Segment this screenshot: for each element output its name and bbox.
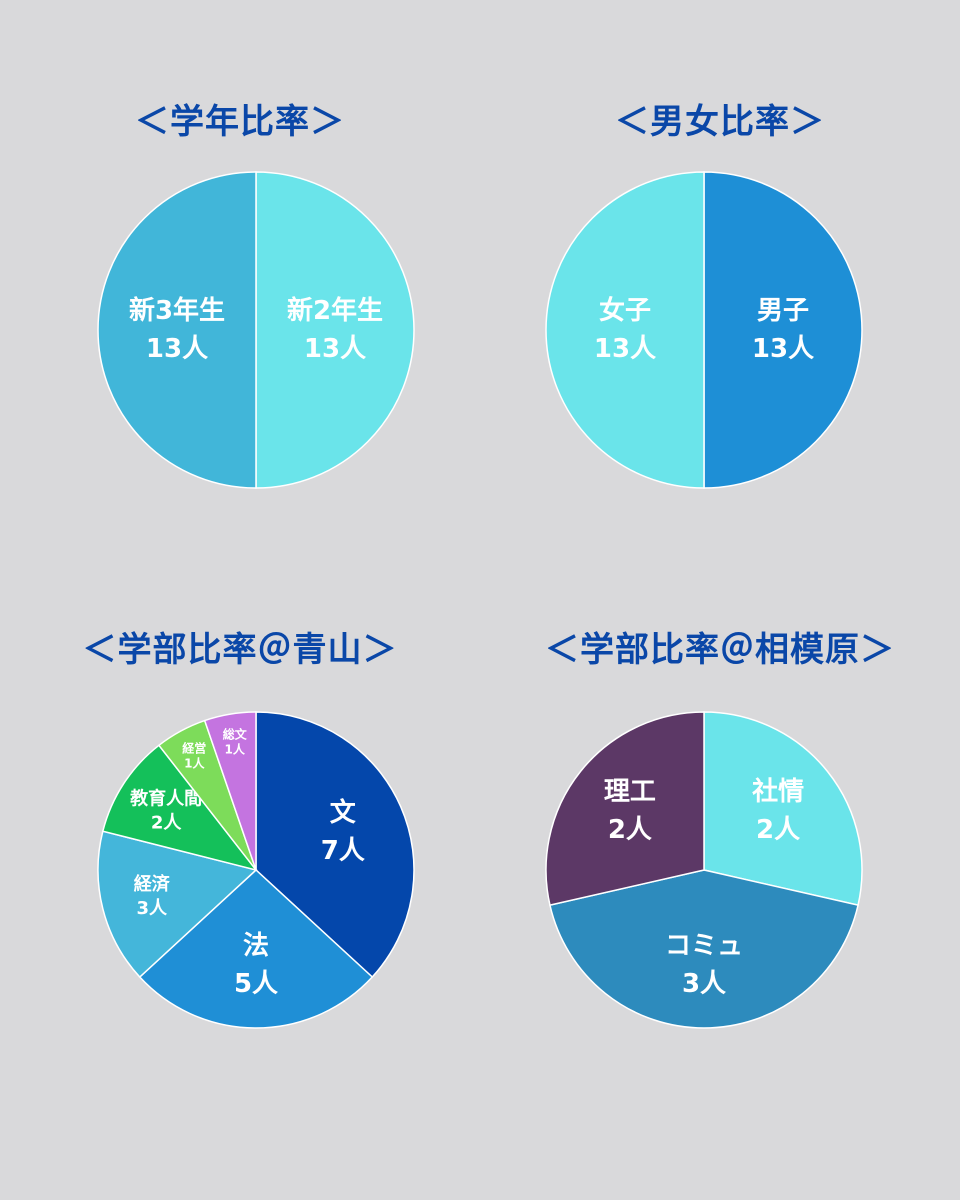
slice-count-label: 2人 bbox=[756, 815, 800, 845]
slice-count-label: 13人 bbox=[304, 334, 366, 364]
slice-name-label: 男子 bbox=[757, 296, 809, 326]
slice-count-label: 13人 bbox=[752, 334, 814, 364]
pie-slice-2-3 bbox=[101, 744, 258, 872]
slice-count-label: 7人 bbox=[321, 836, 365, 866]
slice-count-label: 1人 bbox=[225, 742, 246, 757]
slice-name-label: 社情 bbox=[752, 776, 804, 807]
slice-name-label: 文 bbox=[330, 797, 357, 828]
slice-name-label: コミュ bbox=[665, 931, 743, 961]
pie-slice-3-0 bbox=[703, 711, 863, 907]
pie-slice-2-5 bbox=[203, 711, 257, 871]
slice-count-label: 13人 bbox=[146, 334, 208, 364]
slice-name-label: 総文 bbox=[223, 727, 248, 742]
pie-slice-1-1 bbox=[545, 171, 705, 489]
slice-count-label: 1人 bbox=[184, 756, 205, 771]
grade-ratio-panel: ＜学年比率＞ 新2年生 13人 新3年生 13人 bbox=[0, 0, 480, 600]
slice-name-label: 教育人間 bbox=[130, 788, 202, 810]
slice-name-label: 女子 bbox=[599, 295, 651, 326]
faculty-sagamihara-panel: ＜学部比率＠相模原＞ 社情 2人コミュ 3人 理工 2人 bbox=[480, 600, 960, 1200]
slice-name-label: 経済 bbox=[134, 873, 171, 895]
pie-slice-3-2 bbox=[545, 711, 705, 907]
gender-ratio-title: ＜男女比率＞ bbox=[615, 102, 825, 142]
gender-ratio-pie-chart: 男子 13人 女子 13人 bbox=[545, 171, 863, 489]
pie-slice-3-1 bbox=[549, 869, 859, 1029]
slice-name-label: 経営 bbox=[182, 741, 206, 756]
slice-count-label: 3人 bbox=[682, 969, 726, 999]
slice-count-label: 3人 bbox=[137, 898, 169, 919]
faculty-aoyama-title: ＜学部比率＠青山＞ bbox=[82, 630, 398, 670]
pie-slice-2-1 bbox=[138, 868, 374, 1029]
slice-name-label: 新2年生 bbox=[287, 295, 383, 326]
grade-ratio-pie-chart: 新2年生 13人 新3年生 13人 bbox=[97, 171, 415, 489]
slice-name-label: 法 bbox=[243, 931, 269, 961]
slice-count-label: 2人 bbox=[608, 815, 652, 845]
faculty-sagamihara-title: ＜学部比率＠相模原＞ bbox=[545, 630, 895, 670]
slice-name-label: 理工 bbox=[604, 777, 656, 807]
slice-count-label: 5人 bbox=[234, 969, 278, 999]
pie-slice-2-0 bbox=[255, 711, 415, 979]
pie-slice-0-1 bbox=[97, 171, 257, 489]
slice-count-label: 2人 bbox=[151, 813, 183, 834]
slice-count-label: 13人 bbox=[594, 334, 656, 364]
pie-slice-0-0 bbox=[255, 171, 415, 489]
gender-ratio-panel: ＜男女比率＞ 男子 13人 女子 13人 bbox=[480, 0, 960, 600]
pie-slice-2-2 bbox=[97, 830, 258, 979]
slice-name-label: 新3年生 bbox=[129, 295, 225, 326]
faculty-aoyama-panel: ＜学部比率＠青山＞ 文 7人法 5人 経済 3人 教育人間 2人 経営 1人 総文 1人 bbox=[0, 600, 480, 1200]
pie-slice-1-0 bbox=[703, 171, 863, 489]
grade-ratio-title: ＜学年比率＞ bbox=[135, 102, 345, 142]
